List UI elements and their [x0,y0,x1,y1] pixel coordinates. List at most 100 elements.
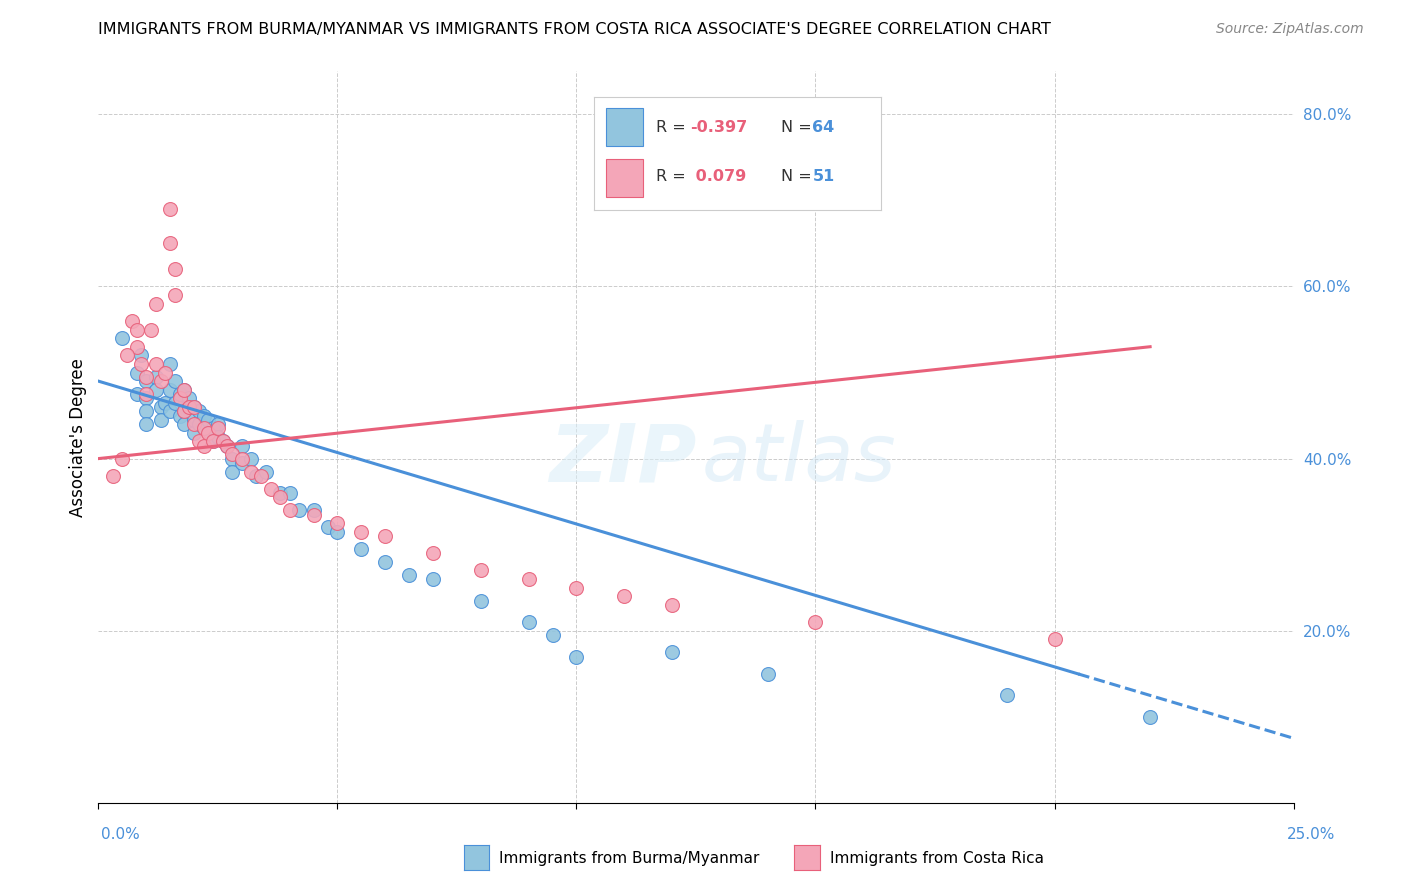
Point [326,516,349,530]
Text: Source: ZipAtlas.com: Source: ZipAtlas.com [1216,22,1364,37]
Point [202,434,225,449]
Point [163,288,186,302]
Point [115,348,138,362]
Text: 0.0%: 0.0% [101,827,141,841]
Point [173,383,195,397]
Point [101,468,124,483]
Point [326,524,349,539]
Point [207,421,229,435]
Point [173,383,195,397]
Text: IMMIGRANTS FROM BURMA/MYANMAR VS IMMIGRANTS FROM COSTA RICA ASSOCIATE'S DEGREE C: IMMIGRANTS FROM BURMA/MYANMAR VS IMMIGRA… [98,22,1052,37]
Point [125,366,148,380]
Point [169,392,191,406]
Point [197,425,219,440]
Point [374,555,396,569]
Point [250,468,273,483]
Point [245,468,267,483]
Point [398,567,420,582]
Text: Immigrants from Burma/Myanmar: Immigrants from Burma/Myanmar [499,851,759,865]
Point [125,387,148,401]
Point [169,387,191,401]
Point [187,417,209,432]
Point [135,392,157,406]
Point [145,383,167,397]
Point [517,615,540,629]
Point [217,439,239,453]
Point [163,395,186,409]
Point [159,357,181,371]
Point [316,520,339,534]
Point [183,417,205,432]
Point [221,447,243,461]
Point [231,439,253,453]
Point [111,451,134,466]
Point [163,262,186,277]
Point [125,322,148,336]
Point [207,417,229,432]
Point [231,456,253,470]
Point [202,421,225,435]
Point [131,348,153,362]
Point [302,503,325,517]
Text: Immigrants from Costa Rica: Immigrants from Costa Rica [830,851,1043,865]
Point [756,666,779,681]
Point [259,482,281,496]
Point [135,417,157,432]
Point [159,202,181,216]
Point [121,314,143,328]
Point [183,425,205,440]
Point [183,400,205,414]
Point [995,688,1018,702]
Point [135,404,157,418]
Y-axis label: Associate's Degree: Associate's Degree [69,358,87,516]
Point [207,430,229,444]
Point [1139,710,1161,724]
Point [217,439,239,453]
Point [231,451,253,466]
Point [269,486,291,500]
Point [155,366,177,380]
Point [135,369,157,384]
Point [541,628,564,642]
Point [193,421,215,435]
Point [470,593,492,607]
Point [422,572,444,586]
Point [288,503,311,517]
Point [804,615,827,629]
Point [179,392,201,406]
Point [350,541,373,556]
Point [159,404,181,418]
Point [1043,632,1066,647]
Point [613,589,636,603]
Point [169,409,191,423]
Point [374,529,396,543]
Point [661,598,683,612]
Point [240,465,263,479]
Point [187,404,209,418]
Point [125,340,148,354]
Point [179,400,201,414]
Point [193,409,215,423]
Point [173,417,195,432]
Point [422,546,444,560]
Point [269,491,291,505]
Point [302,508,325,522]
Text: ZIP: ZIP [548,420,696,498]
Point [470,564,492,578]
Point [139,322,162,336]
Point [135,374,157,388]
Point [187,434,209,449]
Point [149,413,172,427]
Text: atlas: atlas [702,420,897,498]
Point [183,413,205,427]
Point [197,425,219,440]
Point [240,451,263,466]
Point [565,581,588,595]
Point [145,369,167,384]
Point [661,645,683,659]
Text: 25.0%: 25.0% [1286,827,1334,841]
Point [211,434,233,449]
Point [221,465,243,479]
Point [159,236,181,251]
Point [350,524,373,539]
